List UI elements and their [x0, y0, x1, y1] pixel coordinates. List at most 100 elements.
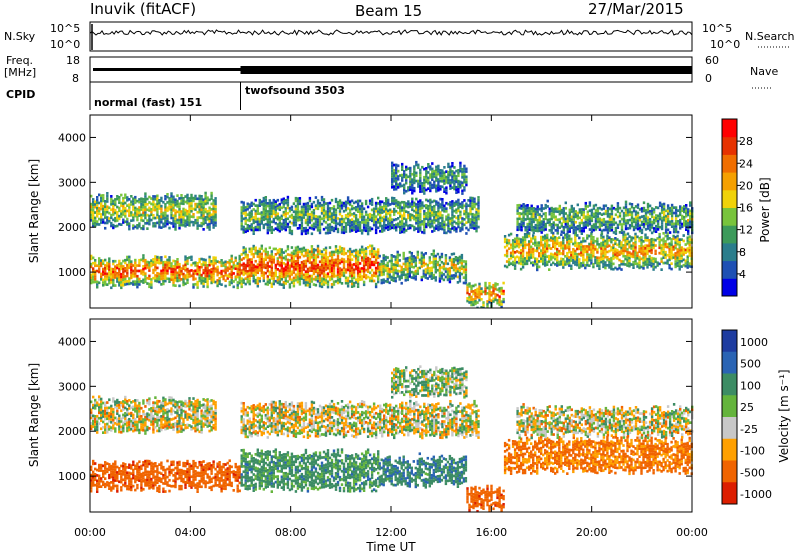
heatmap-cell	[94, 222, 97, 225]
heatmap-cell	[320, 195, 324, 199]
heatmap-cell	[429, 181, 432, 185]
heatmap-cell	[224, 284, 227, 288]
heatmap-cell	[318, 271, 322, 274]
heatmap-cell	[682, 234, 685, 237]
heatmap-cell	[455, 200, 458, 203]
heatmap-cell	[282, 262, 286, 265]
heatmap-cell	[162, 260, 165, 264]
heatmap-cell	[366, 267, 370, 271]
heatmap-cell	[98, 267, 101, 271]
heatmap-cell	[270, 282, 274, 286]
heatmap-cell	[280, 267, 284, 270]
heatmap-cell	[648, 249, 651, 253]
heatmap-cell	[515, 250, 519, 253]
heatmap-cell	[302, 281, 306, 285]
heatmap-cell	[515, 255, 519, 259]
heatmap-cell	[164, 277, 167, 280]
heatmap-cell	[588, 234, 591, 238]
heatmap-cell	[419, 204, 422, 208]
heatmap-cell	[680, 254, 683, 258]
heatmap-cell	[350, 250, 354, 253]
heatmap-cell	[90, 194, 93, 198]
heatmap-cell	[96, 206, 99, 210]
heatmap-cell	[212, 259, 215, 262]
heatmap-cell	[304, 273, 308, 276]
heatmap-cell	[419, 202, 422, 205]
heatmap-cell	[148, 277, 151, 280]
heatmap-cell	[519, 251, 523, 255]
heatmap-cell	[606, 264, 609, 267]
heatmap-cell	[550, 239, 553, 242]
heatmap-cell	[158, 199, 161, 202]
heatmap-cell	[244, 230, 247, 234]
heatmap-cell	[182, 215, 185, 219]
heatmap-cell	[580, 248, 583, 252]
heatmap-cell	[517, 259, 521, 262]
heatmap-cell	[425, 198, 428, 202]
heatmap-cell	[429, 204, 432, 207]
heatmap-cell	[228, 275, 231, 278]
heatmap-cell	[447, 213, 450, 217]
heatmap-cell	[174, 276, 177, 279]
heatmap-cell	[118, 206, 121, 210]
heatmap-cell	[344, 200, 348, 204]
heatmap-cell	[164, 211, 167, 214]
heatmap-cell	[404, 276, 407, 279]
heatmap-cell	[439, 227, 442, 231]
heatmap-cell	[296, 267, 300, 270]
heatmap-cell	[322, 269, 326, 273]
heatmap-cell	[507, 233, 511, 237]
heatmap-cell	[433, 207, 436, 211]
heatmap-cell	[248, 227, 251, 231]
heatmap-cell	[546, 233, 549, 237]
heatmap-cell	[300, 229, 304, 233]
heatmap-cell	[416, 256, 420, 259]
heatmap-cell	[404, 273, 407, 277]
heatmap-cell	[300, 250, 304, 253]
heatmap-cell	[652, 238, 655, 242]
heatmap-cell	[458, 269, 462, 272]
heatmap-cell	[465, 213, 468, 216]
heatmap-cell	[628, 262, 631, 265]
heatmap-cell	[272, 198, 276, 202]
heatmap-cell	[250, 266, 253, 269]
heatmap-cell	[118, 201, 121, 204]
heatmap-cell	[124, 209, 127, 213]
heatmap-cell	[298, 250, 302, 254]
heatmap-cell	[401, 230, 404, 234]
heatmap-cell	[612, 257, 615, 260]
heatmap-cell	[258, 261, 262, 264]
heatmap-cell	[296, 275, 300, 278]
heatmap-cell	[447, 218, 450, 222]
heatmap-cell	[308, 269, 312, 272]
heatmap-cell	[294, 246, 298, 250]
heatmap-cell	[454, 269, 458, 273]
heatmap-cell	[674, 254, 677, 258]
heatmap-cell	[326, 215, 330, 219]
heatmap-cell	[326, 204, 330, 208]
heatmap-cell	[254, 268, 257, 271]
heatmap-cell	[134, 266, 137, 270]
heatmap-cell	[425, 217, 428, 221]
heatmap-cell	[686, 255, 689, 259]
heatmap-cell	[552, 239, 555, 243]
heatmap-cell	[226, 261, 229, 264]
heatmap-cell	[385, 215, 388, 219]
heatmap-cell	[428, 258, 432, 262]
heatmap-cell	[116, 205, 119, 209]
heatmap-cell	[409, 169, 412, 173]
heatmap-cell	[150, 280, 153, 284]
heatmap-cell	[166, 193, 169, 196]
heatmap-cell	[427, 163, 430, 166]
heatmap-cell	[382, 254, 385, 257]
heatmap-cell	[122, 275, 125, 279]
heatmap-cell	[254, 249, 257, 252]
heatmap-cell	[162, 279, 165, 283]
heatmap-cell	[154, 255, 157, 258]
heatmap-cell	[130, 273, 133, 277]
heatmap-cell	[330, 215, 334, 218]
heatmap-cell	[344, 260, 348, 263]
heatmap-cell	[348, 261, 352, 264]
heatmap-cell	[326, 280, 330, 284]
heatmap-cell	[298, 210, 302, 214]
